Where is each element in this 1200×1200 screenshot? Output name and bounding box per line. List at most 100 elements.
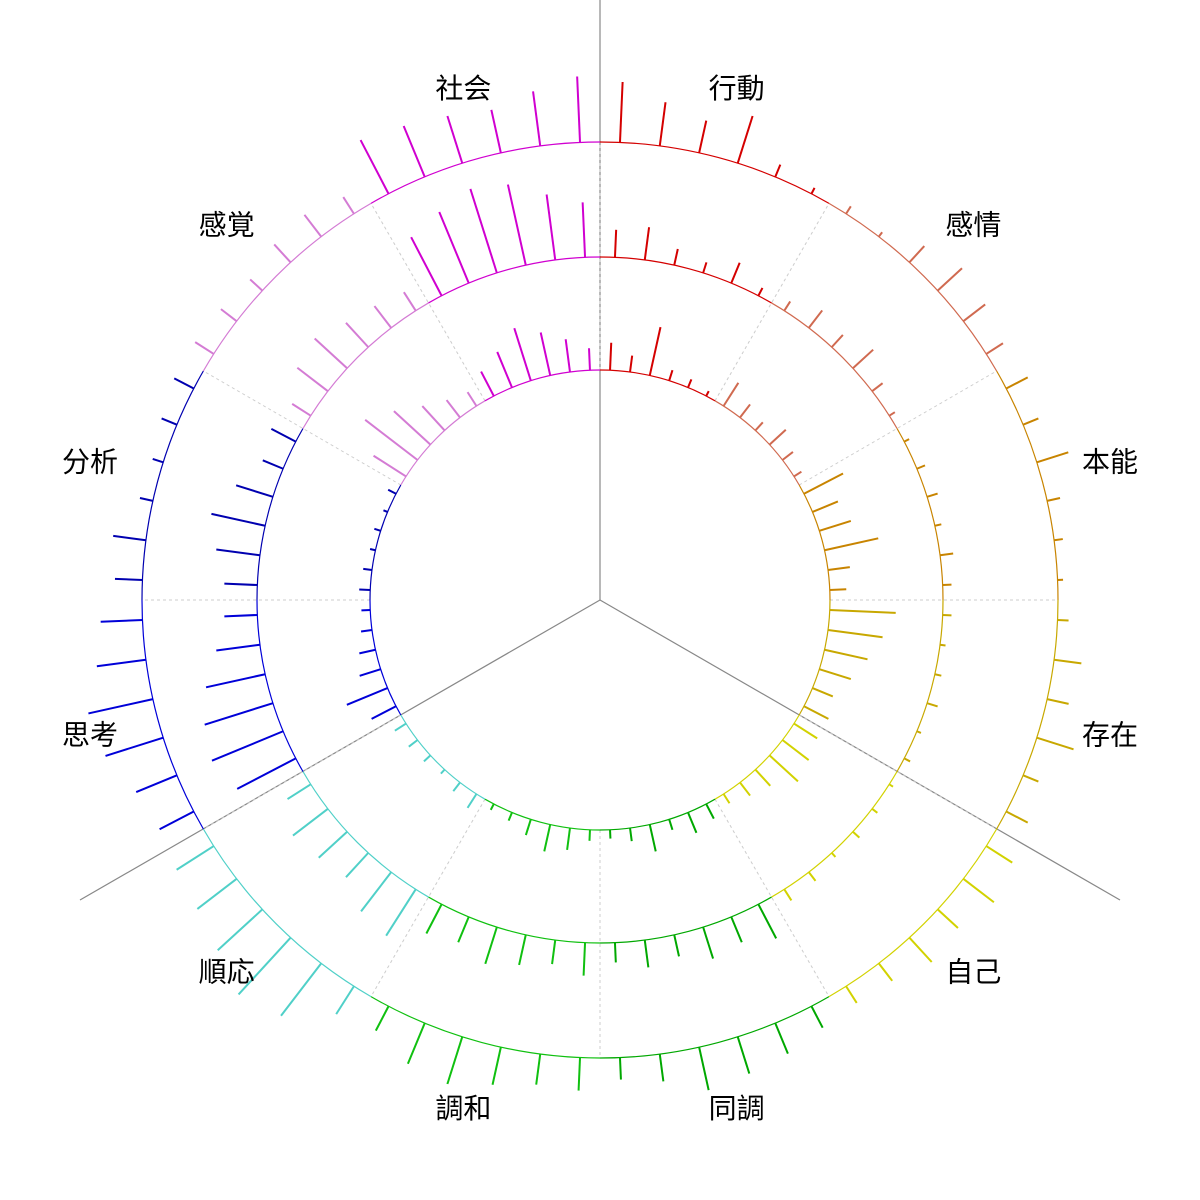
bar [936, 267, 963, 292]
bar [808, 871, 817, 882]
bar [783, 300, 792, 312]
bar [962, 303, 986, 322]
bar [903, 757, 911, 763]
ring-arc [400, 714, 486, 800]
bar [466, 391, 478, 407]
bar [908, 936, 933, 963]
bar [385, 888, 417, 937]
bar [658, 102, 667, 147]
bar [812, 500, 839, 513]
bar [1005, 376, 1029, 390]
bar [582, 942, 587, 976]
bar [220, 308, 238, 322]
bar [698, 1046, 710, 1091]
bar [364, 419, 419, 461]
bar [730, 262, 741, 284]
bar [280, 962, 322, 1017]
bar [345, 322, 370, 348]
bar [934, 523, 942, 527]
bar [808, 309, 823, 329]
bar [303, 214, 322, 238]
sector-label: 感覚 [199, 209, 255, 242]
bar [613, 229, 618, 258]
ring-arc [202, 202, 372, 372]
ring-arc [369, 484, 402, 601]
bar [827, 629, 883, 639]
bar [739, 781, 751, 797]
bar [507, 812, 513, 822]
bar [871, 382, 884, 392]
bar [888, 411, 896, 417]
sector-label: 同調 [709, 1092, 765, 1125]
ring-arc [599, 141, 830, 204]
bar [100, 618, 143, 623]
bar [394, 722, 407, 732]
ring-arc [370, 996, 601, 1059]
bar [292, 808, 329, 837]
bar [216, 643, 261, 652]
ring-arc [771, 771, 898, 898]
ring-arc [599, 996, 830, 1059]
bar [781, 451, 794, 461]
bar [648, 824, 657, 852]
bar [161, 417, 178, 426]
ring-arc [370, 141, 601, 204]
bar [452, 781, 461, 792]
ring-arc [798, 599, 831, 716]
bar [576, 76, 582, 143]
bar [962, 878, 995, 904]
bar [829, 588, 847, 591]
bar [518, 934, 527, 966]
ring-arc [599, 369, 716, 402]
bar [668, 369, 674, 381]
bar [532, 91, 542, 147]
spoke [798, 714, 997, 830]
bar [113, 534, 147, 542]
bar [871, 808, 878, 814]
bar [273, 243, 292, 264]
ring-arc [256, 428, 304, 601]
spoke [203, 370, 402, 486]
bar [643, 227, 651, 261]
bar [722, 382, 740, 407]
bar [916, 464, 926, 470]
divider-lines [79, 0, 1121, 901]
bar [936, 908, 959, 929]
bar [446, 115, 464, 164]
bar [371, 705, 397, 720]
bar [810, 187, 816, 195]
bar [513, 327, 532, 381]
ring-arc [428, 896, 601, 944]
ring-arc [599, 256, 772, 304]
bar [543, 824, 552, 852]
bar [524, 819, 532, 836]
bar [105, 736, 164, 757]
bar [824, 537, 879, 552]
bar [852, 348, 874, 370]
ring-arc [714, 400, 800, 486]
bar [457, 916, 470, 943]
ring-arc [896, 428, 944, 601]
bar [346, 687, 388, 706]
sector-label: 順応 [199, 955, 255, 988]
bar [491, 1046, 502, 1085]
bar [768, 754, 799, 783]
ring-arc [798, 484, 831, 601]
spoke [798, 370, 997, 486]
bar [757, 903, 778, 939]
bar [878, 962, 893, 982]
bar [359, 139, 390, 195]
sector-label: 調和 [435, 1092, 491, 1125]
bar [985, 342, 1004, 355]
bar [926, 492, 938, 498]
bar [618, 81, 624, 143]
bar [803, 705, 829, 720]
bar [829, 609, 896, 614]
bar [114, 577, 143, 582]
bar [425, 903, 443, 934]
bar [618, 1057, 622, 1080]
bar [888, 783, 894, 788]
ring-arc [302, 302, 429, 429]
bar [629, 827, 633, 842]
